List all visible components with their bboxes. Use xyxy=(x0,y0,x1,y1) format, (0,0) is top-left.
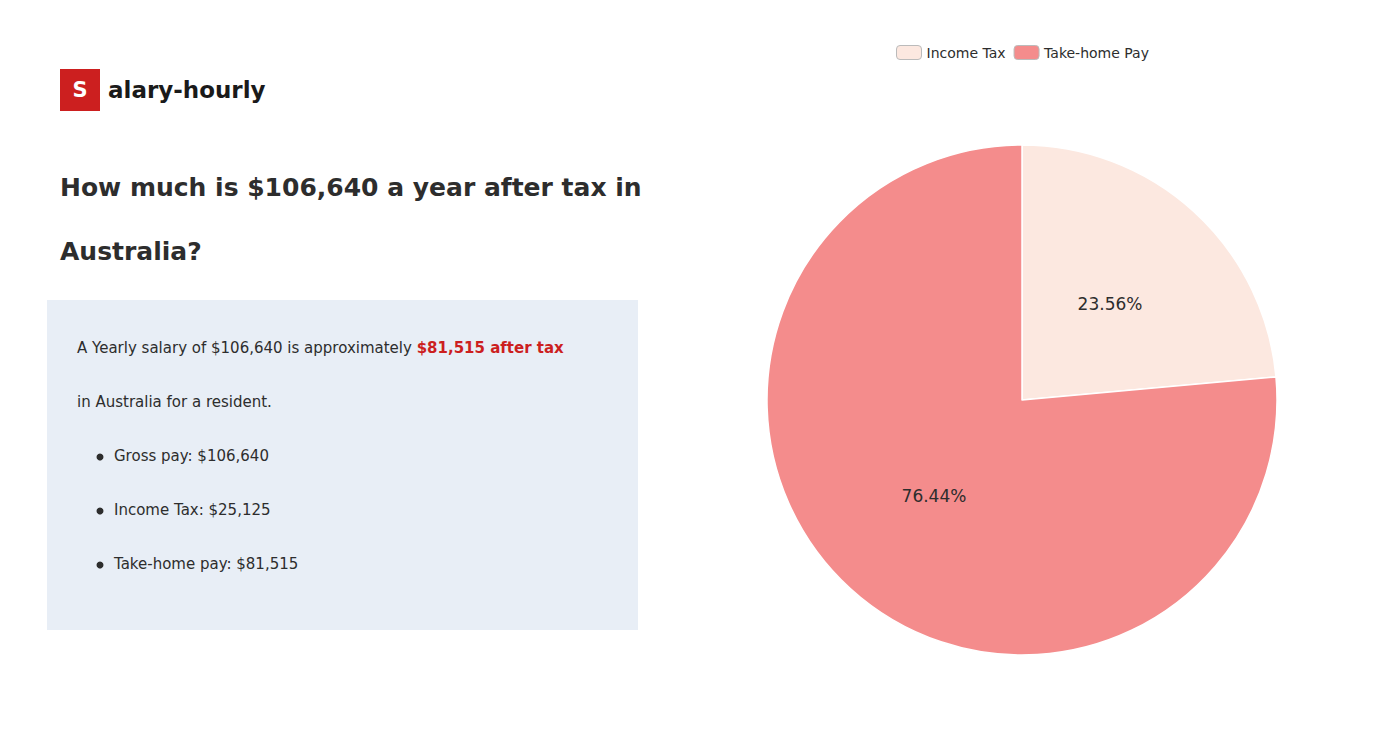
svg-text:23.56%: 23.56% xyxy=(1078,294,1143,314)
svg-text:Income Tax: $25,125: Income Tax: $25,125 xyxy=(114,501,271,519)
svg-text:How much is $106,640 a year af: How much is $106,640 a year after tax in xyxy=(60,173,642,202)
svg-text:Income Tax: Income Tax xyxy=(927,45,1006,61)
svg-text:Take-home Pay: Take-home Pay xyxy=(1043,45,1149,61)
svg-text:$81,515 after tax: $81,515 after tax xyxy=(417,339,564,357)
svg-text:A Yearly salary of $106,640 is: A Yearly salary of $106,640 is approxima… xyxy=(77,339,417,357)
svg-text:76.44%: 76.44% xyxy=(902,486,967,506)
svg-text:S: S xyxy=(72,78,87,102)
svg-text:Australia?: Australia? xyxy=(60,237,202,266)
svg-text:in Australia for a resident.: in Australia for a resident. xyxy=(77,393,272,411)
svg-text:alary-hourly: alary-hourly xyxy=(108,77,266,103)
svg-text:Take-home pay: $81,515: Take-home pay: $81,515 xyxy=(113,555,298,573)
svg-text:Gross pay: $106,640: Gross pay: $106,640 xyxy=(114,447,269,465)
